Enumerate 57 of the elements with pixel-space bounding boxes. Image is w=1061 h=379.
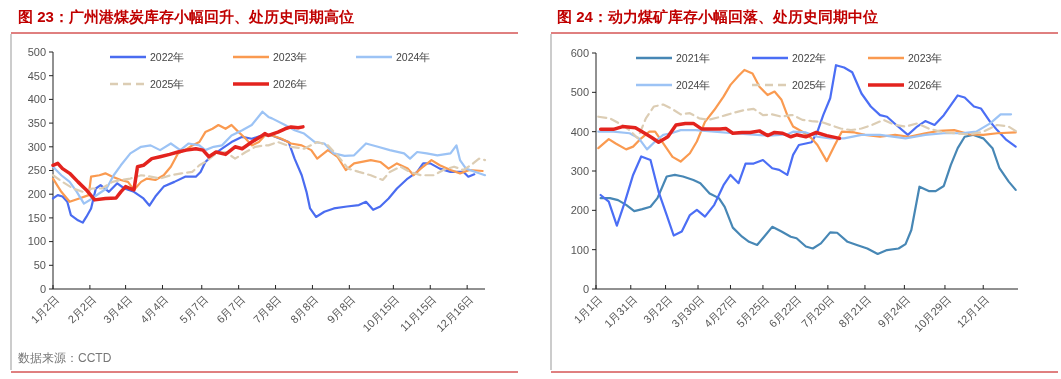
- legend-label: 2021年: [676, 51, 711, 64]
- line-series: [597, 113, 1013, 151]
- line-series: [51, 125, 305, 202]
- line-series: [51, 140, 487, 193]
- source-note: 数据来源：CCTD: [18, 351, 112, 365]
- y-tick-label: 350: [27, 116, 46, 129]
- y-tick-label: 100: [27, 235, 46, 248]
- x-tick-label: 9月24日: [875, 292, 913, 330]
- y-tick-label: 0: [582, 282, 589, 295]
- y-tick-label: 100: [570, 243, 589, 256]
- y-tick-label: 150: [27, 211, 46, 224]
- x-tick-label: 5月7日: [177, 292, 210, 326]
- legend-label: 2024年: [676, 78, 711, 91]
- y-tick-label: 500: [570, 86, 589, 99]
- y-tick-label: 300: [570, 164, 589, 177]
- x-tick-label: 1月2日: [28, 292, 62, 326]
- line-series: [597, 68, 1017, 163]
- x-tick-label: 9月8日: [324, 292, 358, 326]
- y-tick-label: 300: [27, 140, 46, 153]
- legend-label: 2024年: [396, 50, 431, 63]
- chart-title: 图 24：动力煤矿库存小幅回落、处历史同期中位: [557, 8, 878, 25]
- x-tick-label: 10月15日: [360, 292, 402, 335]
- y-tick-label: 250: [27, 164, 46, 177]
- y-tick-label: 200: [27, 188, 46, 201]
- legend-label: 2025年: [150, 77, 185, 90]
- x-tick-label: 10月29日: [911, 292, 954, 335]
- x-tick-label: 12月1日: [954, 292, 992, 330]
- y-tick-label: 450: [27, 69, 46, 82]
- line-series: [51, 110, 487, 205]
- x-tick-label: 7月8日: [250, 292, 284, 326]
- legend-label: 2022年: [792, 51, 827, 64]
- legend-label: 2026年: [908, 78, 943, 91]
- line-series: [599, 64, 1017, 237]
- y-tick-label: 400: [27, 93, 46, 106]
- x-tick-label: 3月4日: [101, 292, 134, 326]
- line-series: [51, 123, 484, 203]
- y-tick-label: 500: [27, 45, 46, 58]
- x-tick-label: 6月7日: [214, 292, 247, 326]
- x-tick-label: 8月8日: [287, 292, 321, 326]
- line-series: [598, 121, 842, 145]
- y-tick-label: 50: [33, 259, 46, 272]
- line-series: [599, 133, 1017, 256]
- x-tick-label: 4月4日: [137, 292, 171, 326]
- legend-label: 2022年: [150, 50, 185, 63]
- y-tick-label: 400: [570, 125, 589, 138]
- legend-label: 2026年: [273, 77, 308, 90]
- legend-label: 2023年: [273, 50, 308, 63]
- x-tick-label: 8月21日: [836, 292, 874, 330]
- chart-title: 图 23：广州港煤炭库存小幅回升、处历史同期高位: [18, 8, 354, 25]
- legend-label: 2023年: [908, 51, 943, 64]
- y-tick-label: 0: [39, 282, 46, 295]
- line-series: [597, 103, 1020, 140]
- x-tick-label: 2月2日: [65, 292, 99, 326]
- line-series: [51, 134, 476, 224]
- y-tick-label: 600: [570, 46, 589, 59]
- y-tick-label: 200: [570, 204, 589, 217]
- legend-label: 2025年: [792, 78, 827, 91]
